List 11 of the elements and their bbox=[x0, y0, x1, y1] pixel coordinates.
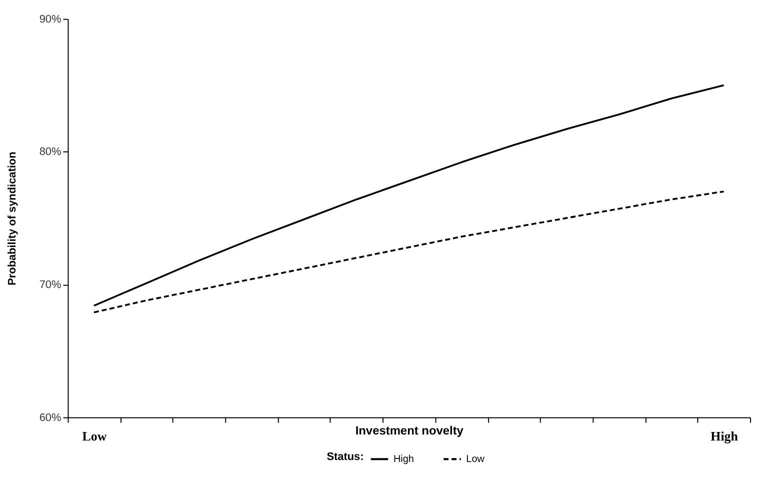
line-series bbox=[93, 84, 725, 307]
y-axis-title: Probability of syndication bbox=[6, 152, 18, 286]
line-series bbox=[93, 190, 725, 314]
y-tick-label: 60% bbox=[39, 412, 62, 424]
legend-title: Status: bbox=[326, 451, 364, 464]
y-tick-label: 80% bbox=[39, 146, 62, 158]
y-tick-label: 70% bbox=[39, 278, 62, 291]
x-axis-title: Investment novelty bbox=[355, 424, 464, 438]
legend-label: High bbox=[393, 454, 414, 466]
legend-label: Low bbox=[466, 454, 486, 466]
y-tick-label: 90% bbox=[39, 13, 62, 26]
